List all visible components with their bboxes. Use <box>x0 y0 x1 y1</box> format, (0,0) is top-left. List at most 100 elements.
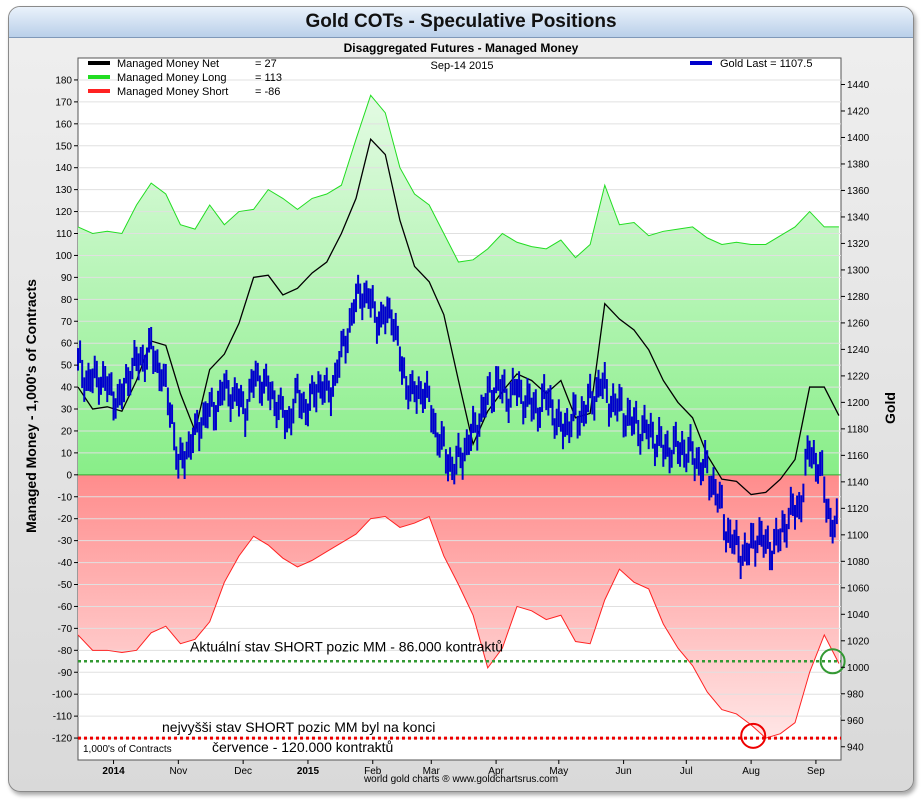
series-line-managed-money-short <box>77 515 840 739</box>
right-tick-label: 1160 <box>847 451 869 462</box>
left-tick-label: 10 <box>61 448 73 459</box>
left-tick-label: 130 <box>55 185 72 196</box>
left-axis: 1801701601501401301201101009080706050403… <box>52 75 78 745</box>
right-tick-label: 1180 <box>847 424 869 435</box>
x-tick-label: Mar <box>423 766 441 777</box>
date-label: Sep-14 2015 <box>431 60 494 72</box>
left-tick-label: 140 <box>55 163 72 174</box>
right-tick-label: 1420 <box>847 106 870 117</box>
right-tick-label: 1140 <box>847 477 869 488</box>
x-tick-label: May <box>549 766 568 777</box>
right-tick-label: 980 <box>847 689 864 700</box>
left-tick-label: 110 <box>56 229 72 240</box>
legend-label: Managed Money Long <box>117 72 226 84</box>
chart-subtitle: Disaggregated Futures - Managed Money <box>344 41 579 55</box>
left-tick-label: -10 <box>58 492 73 503</box>
right-tick-label: 1200 <box>847 398 870 409</box>
left-tick-label: -40 <box>58 558 73 569</box>
right-tick-label: 1340 <box>847 212 870 223</box>
annotation-text-2: července - 120.000 kontraktů <box>212 739 393 755</box>
annotation-circle <box>819 648 846 675</box>
legend-value: = -86 <box>255 86 280 98</box>
line-layer <box>77 94 840 739</box>
left-tick-label: -80 <box>58 646 73 657</box>
annotation-layer: Aktuální stav SHORT pozic MM - 86.000 ko… <box>78 638 846 755</box>
right-tick-label: 1400 <box>847 133 870 144</box>
right-tick-label: 1020 <box>847 636 870 647</box>
right-tick-label: 1060 <box>847 583 870 594</box>
right-tick-label: 1080 <box>847 557 870 568</box>
x-tick-label: Dec <box>234 766 252 777</box>
left-tick-label: 100 <box>55 251 72 262</box>
left-tick-label: -120 <box>52 734 72 745</box>
legend: Managed Money Net = 27 Managed Money Long =… <box>88 58 812 98</box>
left-tick-label: -90 <box>58 668 73 679</box>
left-tick-label: -20 <box>58 514 73 525</box>
left-tick-label: -60 <box>58 602 73 613</box>
title-bar: Gold COTs - Speculative Positions <box>9 7 913 38</box>
left-tick-label: 60 <box>61 339 73 350</box>
x-tick-label: Aug <box>742 766 760 777</box>
right-tick-label: 940 <box>847 742 864 753</box>
left-tick-label: 50 <box>61 361 73 372</box>
right-tick-label: 1360 <box>847 186 870 197</box>
right-tick-label: 1260 <box>847 318 870 329</box>
left-tick-label: 120 <box>55 207 72 218</box>
right-tick-label: 1220 <box>847 371 870 382</box>
x-tick-label: Sep <box>807 766 825 777</box>
left-tick-label: -100 <box>52 690 72 701</box>
left-tick-label: 150 <box>55 141 72 152</box>
left-tick-label: 20 <box>61 426 73 437</box>
left-tick-label: 30 <box>61 405 73 416</box>
left-tick-label: 0 <box>66 470 72 481</box>
right-tick-label: 1320 <box>847 239 870 250</box>
left-tick-label: -50 <box>58 580 73 591</box>
left-tick-label: 70 <box>61 317 73 328</box>
x-tick-label: 2014 <box>102 766 125 777</box>
legend-label: Managed Money Net <box>117 58 219 70</box>
right-tick-label: 1380 <box>847 159 870 170</box>
left-tick-label: -70 <box>58 624 73 635</box>
left-tick-label: 80 <box>61 295 73 306</box>
left-tick-label: -30 <box>58 536 73 547</box>
right-tick-label: 1280 <box>847 292 870 303</box>
y-axis-label-left: Managed Money - 1,000's of Contracts <box>23 279 39 533</box>
right-tick-label: 1440 <box>847 80 870 91</box>
left-tick-label: 160 <box>55 119 72 130</box>
annotation-text: nejvyšši stav SHORT pozic MM byl na konc… <box>162 719 435 735</box>
left-tick-label: 170 <box>55 97 72 108</box>
left-tick-label: 180 <box>55 75 72 86</box>
series-line-managed-money-net <box>77 137 840 496</box>
legend-label: Managed Money Short <box>117 86 228 98</box>
series-line-managed-money-long <box>77 94 839 263</box>
x-tick-label: 2015 <box>297 766 320 777</box>
gold-price-layer <box>77 274 838 580</box>
x-tick-label: Nov <box>169 766 187 777</box>
left-tick-label: 90 <box>61 273 73 284</box>
x-tick-label: Jul <box>680 766 693 777</box>
right-tick-label: 1120 <box>847 504 869 515</box>
right-tick-label: 960 <box>847 716 864 727</box>
chart-title: Gold COTs - Speculative Positions <box>305 11 617 32</box>
right-tick-label: 1240 <box>847 345 870 356</box>
right-tick-label: 1100 <box>847 530 869 541</box>
y-axis-label-right: Gold <box>882 392 898 424</box>
x-axis: 2014 Nov Dec 2015 Feb Mar Apr May Jun Jul Aug Sep <box>102 760 825 777</box>
x-tick-label: Feb <box>364 766 382 777</box>
legend-value: = 27 <box>255 58 277 70</box>
annotation-text: Aktuální stav SHORT pozic MM - 86.000 ko… <box>190 638 503 654</box>
right-tick-label: 1040 <box>847 610 870 621</box>
right-axis: 1440 1420 1400 1380 1360 1340 1320 1300 1280 1260… <box>841 80 870 753</box>
left-tick-label: 40 <box>61 383 73 394</box>
right-tick-label: 1000 <box>847 663 870 674</box>
legend-label-gold: Gold Last = 1107.5 <box>720 58 812 70</box>
source-note: world gold charts ® www.goldchartsrus.co… <box>363 774 558 785</box>
x-tick-label: Apr <box>488 766 504 777</box>
annotation-circle <box>740 722 767 749</box>
x-tick-label: Jun <box>616 766 632 777</box>
right-tick-label: 1300 <box>847 265 870 276</box>
left-tick-label: -110 <box>53 712 73 723</box>
units-note: 1,000's of Contracts <box>83 744 172 755</box>
legend-value: = 113 <box>255 72 282 84</box>
